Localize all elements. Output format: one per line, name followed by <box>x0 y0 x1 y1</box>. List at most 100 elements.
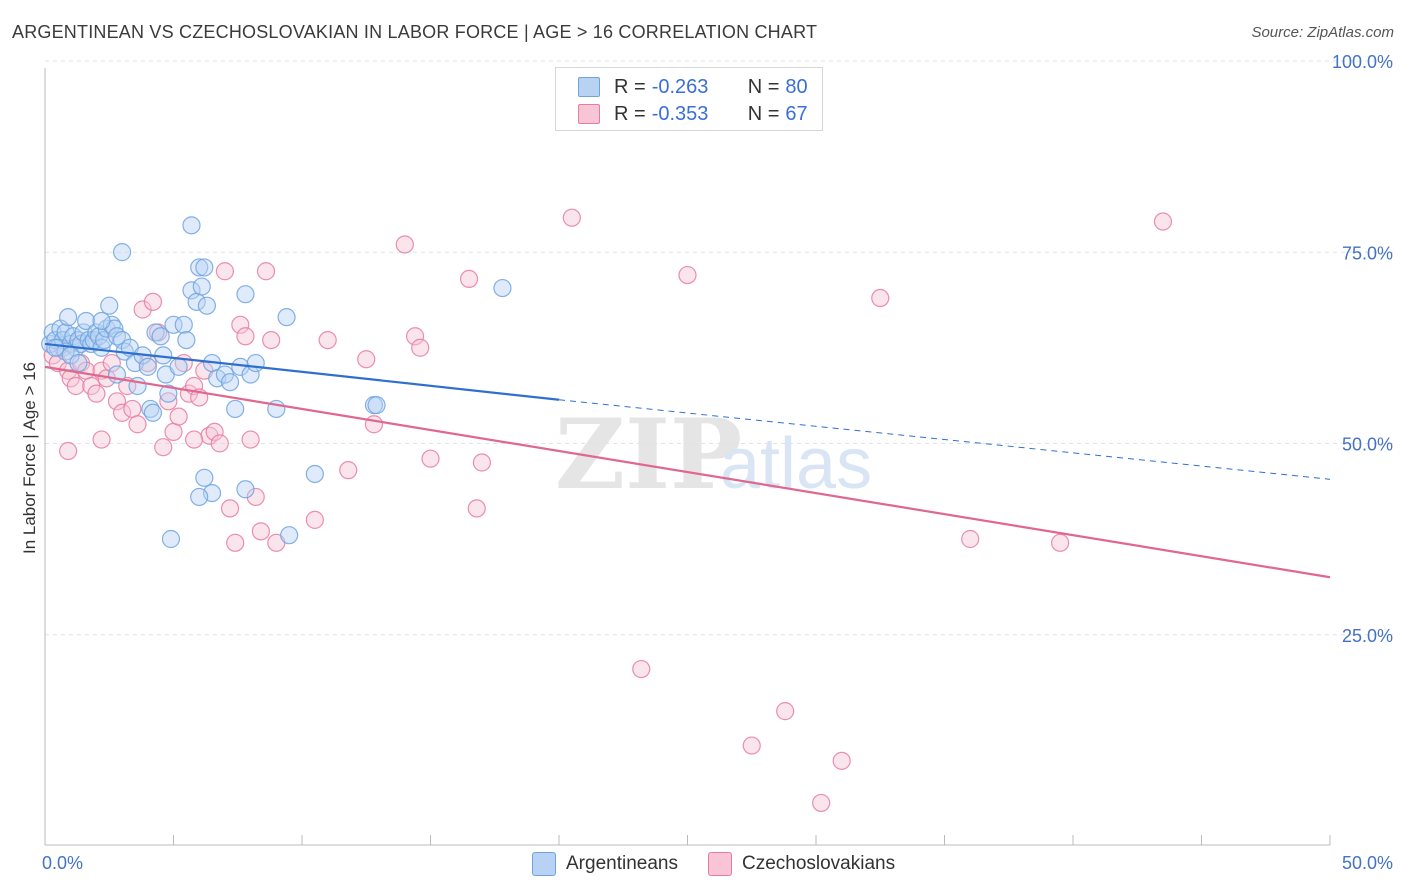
czechoslovakian-point <box>226 533 245 552</box>
argentinean-point <box>174 315 193 334</box>
source-label: Source: ZipAtlas.com <box>1251 24 1394 41</box>
argentinean-point <box>280 526 299 545</box>
czechoslovakian-point <box>184 430 204 449</box>
argentinean-trend-extension <box>558 399 1331 480</box>
czechoslovakian-points <box>43 208 1173 813</box>
r-value: -0.353 <box>651 102 709 125</box>
argentinean-point <box>46 338 65 357</box>
grid-lines <box>45 60 1395 636</box>
czechoslovakian-point <box>395 235 414 254</box>
trend-lines <box>44 342 1331 579</box>
argentinean-point <box>305 464 324 484</box>
legend-label-argentineans: Argentineans <box>566 853 678 874</box>
argentinean-point <box>493 278 512 298</box>
czechoslovakian-point <box>133 300 152 319</box>
czechoslovakian-point <box>1153 212 1173 231</box>
argentinean-point <box>246 353 265 373</box>
argentinean-point <box>195 258 214 277</box>
r-label: R = <box>614 75 646 98</box>
legend-swatch-argentineans <box>532 852 556 876</box>
y-tick-label: 75.0% <box>1342 243 1393 263</box>
czechoslovakian-point <box>776 702 795 721</box>
r-label: R = <box>614 102 646 125</box>
x-tick-label: 0.0% <box>42 853 83 873</box>
czechoslovakian-point <box>467 499 486 518</box>
czechoslovakian-point <box>411 338 430 357</box>
x-tick-labels: 0.0% 50.0% <box>42 853 1393 873</box>
argentinean-point <box>138 357 157 376</box>
argentinean-point <box>195 468 214 487</box>
argentinean-point <box>159 384 178 403</box>
argentinean-point <box>367 396 386 415</box>
czechoslovakian-point <box>87 384 106 403</box>
czechoslovakian-point <box>251 522 270 541</box>
czechoslovakian-point <box>459 269 479 288</box>
czechoslovakian-point <box>107 392 127 411</box>
n-value: 67 <box>785 102 808 125</box>
y-tick-label: 100.0% <box>1332 52 1393 72</box>
stats-row-czechoslovakians: R = -0.353 N = 67 <box>578 101 808 127</box>
legend-label-czechoslovakians: Czechoslovakians <box>741 853 896 874</box>
czechoslovakian-point <box>231 315 250 334</box>
legend-item-czechoslovakians[interactable]: Czechoslovakians <box>707 852 896 876</box>
czechoslovakian-point <box>128 415 147 434</box>
argentinean-point <box>236 285 255 304</box>
argentinean-point <box>77 311 96 331</box>
argentinean-point <box>69 353 88 373</box>
argentinean-point <box>169 357 188 376</box>
n-label: N = <box>747 75 780 98</box>
czechoslovakian-point <box>256 262 276 281</box>
argentinean-point <box>182 281 201 300</box>
x-tick-label: 50.0% <box>1342 853 1393 873</box>
argentinean-point <box>190 487 209 507</box>
czechoslovakian-point <box>92 430 111 449</box>
czechoslovakian-point <box>123 399 142 419</box>
argentinean-point <box>197 296 217 315</box>
argentinean-point <box>143 403 163 422</box>
argentinean-point <box>177 331 196 350</box>
argentinean-points <box>41 216 512 549</box>
czechoslovakian-point <box>205 422 224 441</box>
argentinean-point <box>112 331 132 350</box>
czechoslovakian-point <box>742 736 761 755</box>
czechoslovakian-point <box>246 487 265 507</box>
czechoslovakian-point <box>1051 533 1070 552</box>
legend-item-argentineans[interactable]: Argentineans <box>532 852 678 876</box>
y-tick-label: 25.0% <box>1342 626 1393 646</box>
watermark-atlas: atlas <box>720 424 872 504</box>
czechoslovakian-point <box>961 529 980 549</box>
czechoslovakian-point <box>236 327 255 346</box>
n-value: 80 <box>785 75 808 98</box>
czechoslovakian-point <box>262 331 281 350</box>
stats-box: R = -0.263 N = 80 R = -0.353 N = 67 <box>555 67 823 131</box>
argentinean-point <box>112 243 132 262</box>
czechoslovakian-point <box>66 376 85 396</box>
argentinean-point <box>100 296 119 315</box>
czechoslovakian-point <box>210 434 229 453</box>
stats-row-argentineans: R = -0.263 N = 80 <box>578 74 808 100</box>
czechoslovakian-point <box>405 327 425 346</box>
czechoslovakian-point <box>339 461 358 480</box>
czechoslovakians-swatch <box>578 104 600 124</box>
czechoslovakian-point <box>832 751 851 770</box>
argentinean-point <box>220 373 240 392</box>
argentinean-point <box>182 216 201 235</box>
czechoslovakian-point <box>164 422 183 441</box>
y-tick-label: 50.0% <box>1342 435 1393 455</box>
czechoslovakian-point <box>241 430 260 449</box>
czechoslovakian-point <box>318 331 337 350</box>
argentinean-point <box>236 480 255 499</box>
czechoslovakian-point <box>472 453 491 472</box>
czechoslovakian-point <box>112 403 132 422</box>
czechoslovakian-point <box>215 262 234 281</box>
czechoslovakian-point <box>102 353 121 373</box>
axes <box>44 68 1331 846</box>
n-label: N = <box>747 102 780 125</box>
czechoslovakian-point <box>562 208 581 227</box>
czechoslovakian-point <box>632 659 651 679</box>
czechoslovakian-point <box>59 441 78 461</box>
czechoslovakian-point <box>421 449 440 468</box>
argentineans-swatch <box>578 77 600 97</box>
czechoslovakian-point <box>169 407 188 426</box>
